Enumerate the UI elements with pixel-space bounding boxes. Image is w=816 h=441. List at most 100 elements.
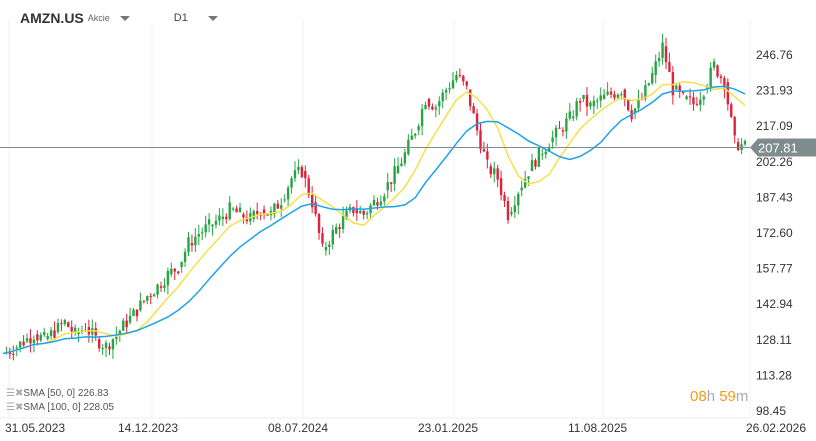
candle-body [493,168,496,175]
candle-body [654,61,657,76]
candle-body [620,94,623,96]
candle-body [692,97,695,105]
candle-body [393,166,396,184]
candle-body [32,339,36,344]
candle [18,340,22,353]
candle [468,89,472,111]
y-tick-label: 202.26 [756,155,793,169]
candle-body [661,42,664,58]
candle-body [166,270,170,286]
sma50-line [2,80,746,355]
menu-icon[interactable]: ☰ [6,402,15,413]
candle [623,88,626,107]
candle [135,309,139,322]
candle-body [465,81,468,86]
candle [70,320,73,338]
candle-body [561,130,565,132]
current-price-tag [750,138,816,157]
candle-body [67,322,70,327]
candle [441,89,444,109]
menu-icon[interactable]: ☰ [6,388,15,399]
timeframe-label[interactable]: D1 [173,12,188,24]
candle-body [163,285,166,288]
candle-body [730,104,733,117]
candle-body [139,300,142,311]
sma100-legend[interactable]: ☰ ✖ SMA [100, 0] 228.05 [6,402,114,413]
close-icon[interactable]: ✖ [14,402,24,413]
candle [664,37,668,70]
candle-body [359,211,362,214]
candle [541,148,544,161]
candle-body [207,219,211,225]
candle-body [489,166,492,175]
candle-body [77,331,80,335]
candle [122,318,125,331]
candle-body [602,94,606,100]
candle [534,158,537,170]
candle-body [297,167,300,171]
candle [225,213,228,224]
candle-body [283,199,286,201]
candle [321,227,324,247]
candle-body [218,215,221,221]
candle [565,112,568,139]
symbol-label[interactable]: AMZN.US [20,10,84,26]
candle-body [376,202,379,206]
candle-body [609,91,613,95]
candle [616,93,620,100]
candle [8,347,12,359]
candle-body [506,200,510,221]
candle [132,307,135,317]
candle [589,100,592,110]
candle-body [468,89,472,107]
candle [506,196,510,224]
y-tick-label: 217.09 [756,119,793,133]
candle-body [448,88,451,90]
candle [475,109,479,136]
candle-body [396,166,400,174]
candle-body [70,326,73,332]
candle [578,98,582,112]
sma50-legend[interactable]: ☰ ✖ SMA [50, 0] 226.83 [6,388,108,399]
candle [80,325,84,335]
candle-body [706,86,709,90]
candle [46,332,49,341]
candle-body [733,116,736,136]
x-tick-label: 11.08.2025 [568,421,627,435]
candle-body [414,133,417,136]
candle-body [94,328,97,336]
candle-body [201,232,204,234]
candle [324,241,328,256]
symbol-dropdown-icon[interactable] [119,15,130,21]
candle [310,186,314,214]
candle [743,139,747,147]
candle [489,163,492,178]
candle [407,134,410,156]
candle [238,202,242,213]
candle [606,82,609,96]
candle [280,198,283,217]
candle [537,146,541,168]
y-tick-label: 172.60 [756,226,793,240]
candle [414,132,417,139]
candle-body [455,75,458,81]
candle [43,327,46,338]
candle-timer: 08h 59m [690,388,748,405]
candle-body [675,85,678,90]
candle-body [15,347,18,349]
candle-body [365,213,369,215]
candle [56,318,60,335]
candle-body [242,214,245,218]
close-icon[interactable]: ✖ [14,388,24,399]
candle-body [695,103,699,105]
candle [173,267,176,280]
candle [609,87,613,99]
candle-body [458,75,462,77]
candle [561,127,565,137]
candle [338,223,341,238]
timeframe-dropdown-icon[interactable] [207,15,218,21]
candle-body [651,73,654,84]
candle [479,122,482,154]
candle [170,262,173,277]
